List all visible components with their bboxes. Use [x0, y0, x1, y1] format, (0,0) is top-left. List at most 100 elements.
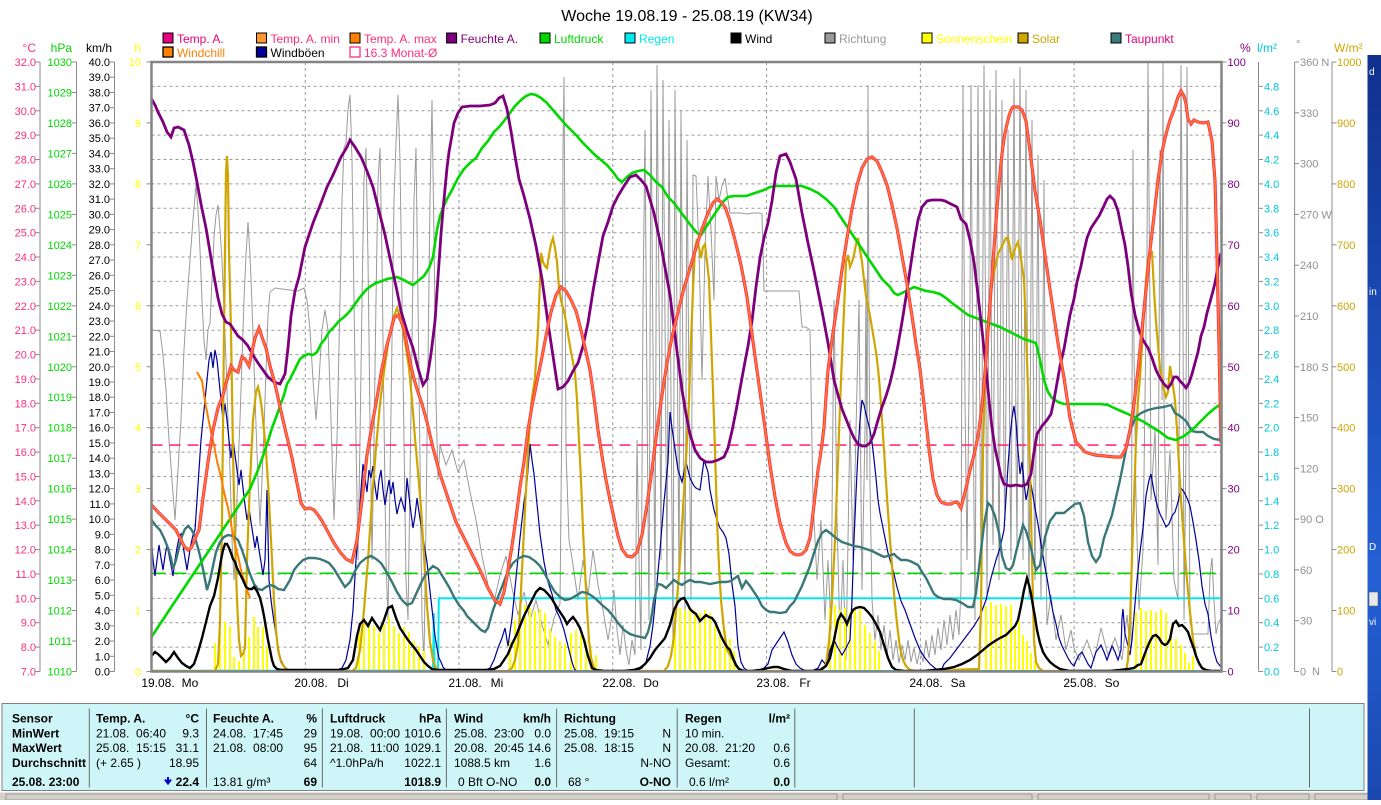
- svg-text:240: 240: [1300, 260, 1318, 272]
- svg-text:Wind: Wind: [454, 712, 483, 726]
- svg-text:400: 400: [1337, 423, 1355, 435]
- svg-text:10.0: 10.0: [15, 593, 36, 605]
- svg-text:39.0: 39.0: [89, 72, 110, 84]
- svg-text:Richtung: Richtung: [564, 712, 616, 726]
- svg-text:1023: 1023: [48, 270, 72, 282]
- svg-text:12.0: 12.0: [89, 484, 110, 496]
- svg-text:1088.5 km: 1088.5 km: [454, 756, 510, 770]
- svg-text:22.4: 22.4: [176, 775, 200, 789]
- svg-text:1022.1: 1022.1: [404, 756, 441, 770]
- svg-text:N: N: [1312, 666, 1320, 678]
- svg-text:16.0: 16.0: [15, 447, 36, 459]
- svg-text:%: %: [306, 712, 317, 726]
- svg-text:11.0: 11.0: [15, 569, 36, 581]
- svg-text:Luftdruck: Luftdruck: [554, 32, 604, 46]
- svg-text:Solar: Solar: [1032, 32, 1060, 46]
- svg-text:18.0: 18.0: [15, 398, 36, 410]
- svg-text:1010.6: 1010.6: [404, 726, 441, 740]
- svg-text:So: So: [1105, 676, 1120, 690]
- svg-text:Temp. A. max: Temp. A. max: [364, 32, 437, 46]
- svg-text:13.0: 13.0: [89, 468, 110, 480]
- svg-text:MinWert: MinWert: [12, 726, 59, 740]
- svg-text:3.8: 3.8: [1264, 203, 1279, 215]
- svg-text:26.0: 26.0: [15, 203, 36, 215]
- svg-text:8.0: 8.0: [95, 545, 110, 557]
- svg-text:100: 100: [1228, 57, 1246, 69]
- svg-text:120: 120: [1300, 463, 1318, 475]
- svg-text:24.08. 17:45: 24.08. 17:45: [213, 726, 283, 740]
- svg-text:24.0: 24.0: [15, 252, 36, 264]
- svg-text:7: 7: [135, 240, 141, 252]
- svg-text:27.0: 27.0: [15, 179, 36, 191]
- svg-text:18.0: 18.0: [89, 392, 110, 404]
- svg-text:Do: Do: [643, 676, 659, 690]
- svg-text:38.0: 38.0: [89, 88, 110, 100]
- svg-text:Feuchte A.: Feuchte A.: [213, 712, 274, 726]
- svg-text:0: 0: [1337, 667, 1343, 679]
- svg-text:36.0: 36.0: [89, 118, 110, 130]
- svg-text:30: 30: [1228, 484, 1240, 496]
- svg-text:31.0: 31.0: [15, 81, 36, 93]
- svg-text:4.6: 4.6: [1264, 106, 1279, 118]
- svg-text:5: 5: [135, 362, 141, 374]
- svg-text:22.0: 22.0: [89, 331, 110, 343]
- svg-text:3.6: 3.6: [1264, 228, 1279, 240]
- svg-text:1018.9: 1018.9: [404, 775, 441, 789]
- svg-text:900: 900: [1337, 118, 1355, 130]
- svg-text:7.0: 7.0: [95, 560, 110, 572]
- svg-text:Temp. A.: Temp. A.: [177, 32, 224, 46]
- svg-text:300: 300: [1337, 484, 1355, 496]
- svg-text:W/m²: W/m²: [1334, 41, 1363, 55]
- svg-text:Woche 19.08.19 - 25.08.19 (KW3: Woche 19.08.19 - 25.08.19 (KW34): [561, 8, 812, 25]
- svg-text:2.4: 2.4: [1264, 374, 1279, 386]
- svg-text:d: d: [1369, 67, 1375, 78]
- svg-text:25.0: 25.0: [15, 228, 36, 240]
- svg-text:D: D: [1369, 542, 1376, 553]
- svg-text:0.0: 0.0: [773, 775, 790, 789]
- svg-text:N-NO: N-NO: [640, 756, 671, 770]
- svg-text:9.0: 9.0: [21, 618, 36, 630]
- svg-text:1022: 1022: [48, 301, 72, 313]
- svg-text:2.0: 2.0: [95, 636, 110, 648]
- svg-text:25.08. 19:15: 25.08. 19:15: [564, 726, 634, 740]
- svg-text:23.08.: 23.08.: [756, 676, 789, 690]
- svg-text:Regen: Regen: [685, 712, 722, 726]
- svg-text:1019: 1019: [48, 392, 72, 404]
- svg-text:km/h: km/h: [523, 712, 551, 726]
- svg-text:0.0: 0.0: [1264, 667, 1279, 679]
- svg-text:1011: 1011: [48, 636, 72, 648]
- svg-text:20.08.: 20.08.: [294, 676, 327, 690]
- svg-text:31.0: 31.0: [89, 194, 110, 206]
- svg-text:l/m²: l/m²: [1257, 41, 1277, 55]
- svg-text:68 °: 68 °: [568, 775, 590, 789]
- svg-text:150: 150: [1300, 413, 1318, 425]
- svg-text:22.0: 22.0: [15, 301, 36, 313]
- svg-text:Fr: Fr: [799, 676, 810, 690]
- svg-text:4.2: 4.2: [1264, 155, 1279, 167]
- svg-text:N: N: [662, 726, 671, 740]
- svg-text:1010: 1010: [48, 667, 72, 679]
- svg-text:2.0: 2.0: [1264, 423, 1279, 435]
- svg-text:28.0: 28.0: [15, 155, 36, 167]
- svg-text:1026: 1026: [48, 179, 72, 191]
- svg-text:29.0: 29.0: [15, 130, 36, 142]
- svg-text:°C: °C: [23, 41, 37, 55]
- svg-text:24.08.: 24.08.: [909, 676, 942, 690]
- svg-text:37.0: 37.0: [89, 103, 110, 115]
- svg-text:1025: 1025: [48, 209, 72, 221]
- svg-text:1017: 1017: [48, 453, 72, 465]
- svg-text:10.0: 10.0: [89, 514, 110, 526]
- svg-text:10 min.: 10 min.: [685, 726, 724, 740]
- svg-text:30: 30: [1300, 616, 1312, 628]
- svg-text:4: 4: [135, 423, 141, 435]
- svg-text:0: 0: [135, 667, 141, 679]
- svg-text:50: 50: [1228, 362, 1240, 374]
- svg-text:Windböen: Windböen: [271, 46, 325, 60]
- svg-text:60: 60: [1300, 565, 1312, 577]
- svg-text:95: 95: [304, 741, 318, 755]
- svg-text:33.0: 33.0: [89, 164, 110, 176]
- svg-text:24.0: 24.0: [89, 301, 110, 313]
- svg-text:14.0: 14.0: [89, 453, 110, 465]
- svg-text:1: 1: [135, 606, 141, 618]
- svg-text:32.0: 32.0: [89, 179, 110, 191]
